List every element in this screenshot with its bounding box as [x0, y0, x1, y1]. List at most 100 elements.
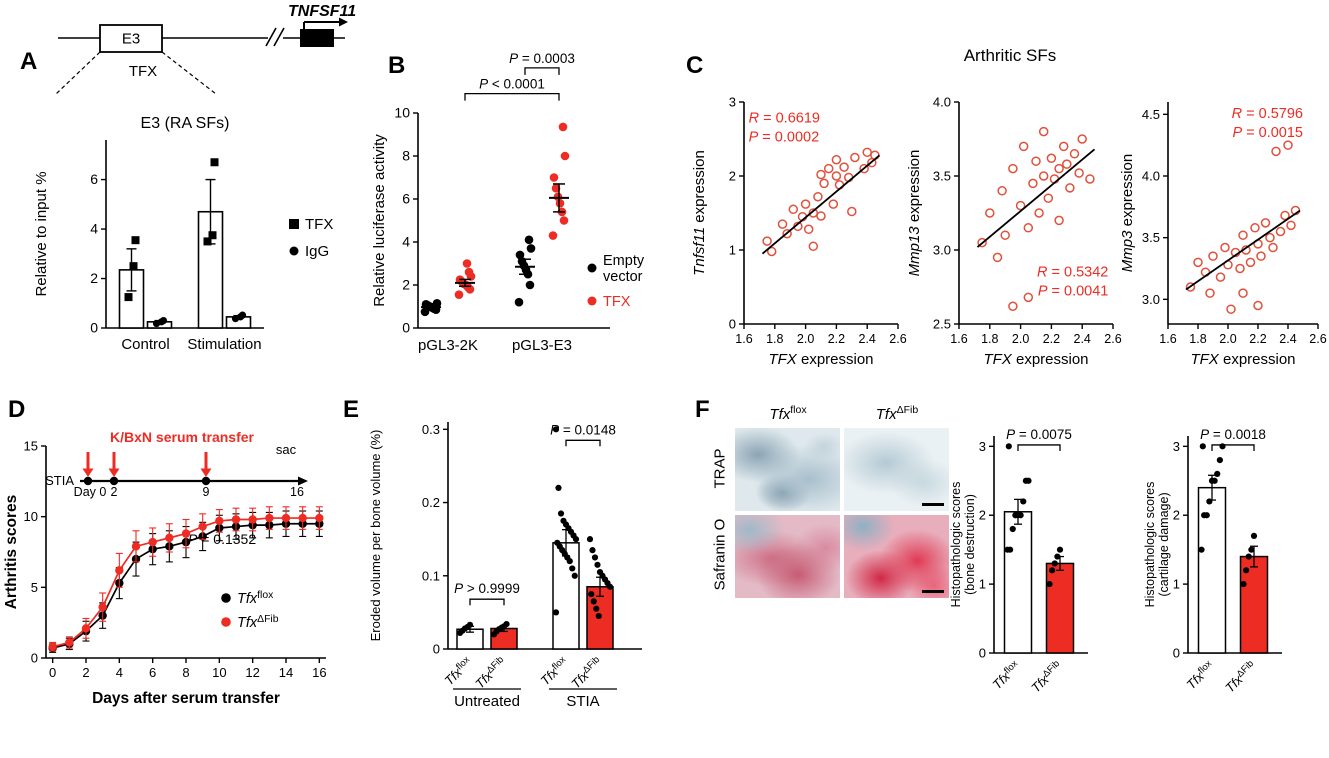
- svg-text:2: 2: [1173, 508, 1180, 523]
- svg-text:Control: Control: [121, 336, 169, 353]
- svg-text:Tfxflox: Tfxflox: [989, 657, 1024, 692]
- svg-text:pGL3-E3: pGL3-E3: [512, 337, 572, 354]
- svg-text:2.4: 2.4: [859, 332, 876, 346]
- svg-text:TfxΔFib: TfxΔFib: [1221, 658, 1259, 696]
- svg-text:P = 0.0148: P = 0.0148: [550, 422, 616, 437]
- svg-text:4.0: 4.0: [1142, 169, 1160, 184]
- svg-text:TfxΔFib: TfxΔFib: [1027, 658, 1065, 696]
- svg-text:1: 1: [729, 243, 736, 258]
- svg-text:0: 0: [729, 317, 736, 332]
- svg-text:2.2: 2.2: [1043, 332, 1060, 346]
- svg-text:E3: E3: [122, 31, 140, 48]
- svg-text:R = 0.6619: R = 0.6619: [749, 111, 820, 127]
- scale-bar: [922, 590, 944, 593]
- svg-text:12: 12: [245, 665, 259, 680]
- svg-text:6: 6: [149, 665, 156, 680]
- scale-bar: [922, 503, 944, 506]
- svg-text:10: 10: [24, 509, 38, 524]
- svg-text:9: 9: [203, 485, 210, 499]
- svg-text:8: 8: [402, 148, 410, 164]
- svg-text:TfxΔFib: TfxΔFib: [567, 654, 605, 692]
- svg-text:5: 5: [31, 580, 38, 595]
- svg-text:Relative luciferase activity: Relative luciferase activity: [371, 134, 388, 307]
- svg-text:1.6: 1.6: [735, 332, 752, 346]
- panel-e-label: E: [343, 396, 360, 423]
- svg-text:Tfxflox: Tfxflox: [237, 590, 274, 607]
- svg-text:16: 16: [312, 665, 326, 680]
- svg-text:Empty: Empty: [603, 253, 645, 269]
- bone-destruction-score-chart: 0 1 2 3 Histopathologic scores (bone destruct…: [949, 427, 1088, 696]
- svg-text:2.5: 2.5: [933, 317, 951, 332]
- mmp13-scatter: 2.5 3.0 3.5 4.0 1.6 1.8 2.0 2.2 2.4 2.6 R = 0.5342…: [906, 95, 1122, 369]
- svg-text:4.0: 4.0: [933, 95, 951, 110]
- gene-diagram: E3 TFX TNFSF11: [55, 3, 356, 95]
- svg-text:Untreated: Untreated: [454, 693, 520, 710]
- svg-text:TFX expression: TFX expression: [983, 351, 1088, 368]
- svg-text:2: 2: [729, 169, 736, 184]
- svg-text:R = 0.5796: R = 0.5796: [1232, 106, 1303, 122]
- svg-text:0.1: 0.1: [422, 568, 440, 583]
- svg-text:2.6: 2.6: [1309, 332, 1326, 346]
- svg-text:8: 8: [182, 665, 189, 680]
- svg-text:0: 0: [402, 320, 410, 336]
- svg-text:TNFSF11: TNFSF11: [288, 3, 356, 20]
- trap-flox-histology-image: [735, 428, 840, 511]
- svg-text:16: 16: [290, 485, 304, 499]
- svg-text:P = 0.0003: P = 0.0003: [509, 51, 575, 66]
- svg-text:2: 2: [90, 270, 98, 286]
- svg-text:0: 0: [979, 646, 986, 661]
- svg-text:2: 2: [82, 665, 89, 680]
- svg-text:1.6: 1.6: [950, 332, 967, 346]
- f-row-label-trap: TRAP: [711, 448, 729, 489]
- svg-text:P = 0.0041: P = 0.0041: [1038, 284, 1109, 300]
- svg-text:1.6: 1.6: [1159, 332, 1176, 346]
- svg-text:Day 0: Day 0: [74, 485, 107, 499]
- svg-text:E3 (RA SFs): E3 (RA SFs): [141, 115, 230, 132]
- svg-text:6: 6: [90, 171, 98, 187]
- svg-text:15: 15: [24, 439, 38, 454]
- svg-text:3.5: 3.5: [933, 169, 951, 184]
- f-col-header-flox: Tfxflox: [769, 404, 807, 423]
- svg-text:0: 0: [49, 665, 56, 680]
- svg-text:Tnfsf11 expression: Tnfsf11 expression: [691, 150, 708, 276]
- svg-text:3.5: 3.5: [1142, 230, 1160, 245]
- safranin-dfib-histology-image: [844, 515, 949, 598]
- svg-text:14: 14: [279, 665, 293, 680]
- svg-text:P = 0.0018: P = 0.0018: [1200, 427, 1266, 442]
- svg-text:2.4: 2.4: [1279, 332, 1296, 346]
- svg-text:0: 0: [1173, 646, 1180, 661]
- svg-text:vector: vector: [603, 269, 643, 285]
- svg-text:Mmp3 expression: Mmp3 expression: [1119, 154, 1136, 272]
- svg-text:3: 3: [729, 95, 736, 110]
- panel-d-label: D: [8, 396, 26, 423]
- svg-text:6: 6: [402, 191, 410, 207]
- svg-text:Arthritis scores: Arthritis scores: [3, 495, 20, 610]
- safranin-flox-histology-image: [735, 515, 840, 598]
- luciferase-dot-plot: 0 2 4 6 8 10 Relative luciferase activity pGL3-…: [371, 51, 645, 354]
- svg-text:0.2: 0.2: [422, 495, 440, 510]
- svg-text:4: 4: [116, 665, 123, 680]
- panel-b-label: B: [388, 52, 406, 79]
- svg-text:4: 4: [90, 221, 98, 237]
- chip-bar-chart: 0 2 4 6 E3 (RA SFs) Relative to input % Contro…: [33, 115, 333, 353]
- svg-text:1: 1: [1173, 577, 1180, 592]
- svg-text:4.5: 4.5: [1142, 107, 1160, 122]
- svg-text:1: 1: [979, 577, 986, 592]
- svg-text:P = 0.1352: P = 0.1352: [188, 531, 256, 547]
- svg-text:2.0: 2.0: [1219, 332, 1236, 346]
- f-row-label-safranin-o: Safranin O: [711, 518, 729, 591]
- svg-text:10: 10: [212, 665, 226, 680]
- svg-text:3.0: 3.0: [1142, 292, 1160, 307]
- f-col-header-dfib: TfxΔFib: [875, 404, 919, 423]
- svg-text:R = 0.5342: R = 0.5342: [1037, 265, 1108, 281]
- svg-text:P < 0.0001: P < 0.0001: [479, 77, 545, 92]
- svg-text:Histopathologic scores: Histopathologic scores: [949, 482, 963, 608]
- svg-text:10: 10: [394, 105, 410, 121]
- svg-text:Mmp13 expression: Mmp13 expression: [906, 150, 923, 277]
- svg-text:TFX: TFX: [305, 216, 333, 233]
- svg-text:2.2: 2.2: [828, 332, 845, 346]
- svg-text:2.6: 2.6: [889, 332, 906, 346]
- svg-text:3: 3: [979, 439, 986, 454]
- panel-c-label: C: [686, 52, 704, 79]
